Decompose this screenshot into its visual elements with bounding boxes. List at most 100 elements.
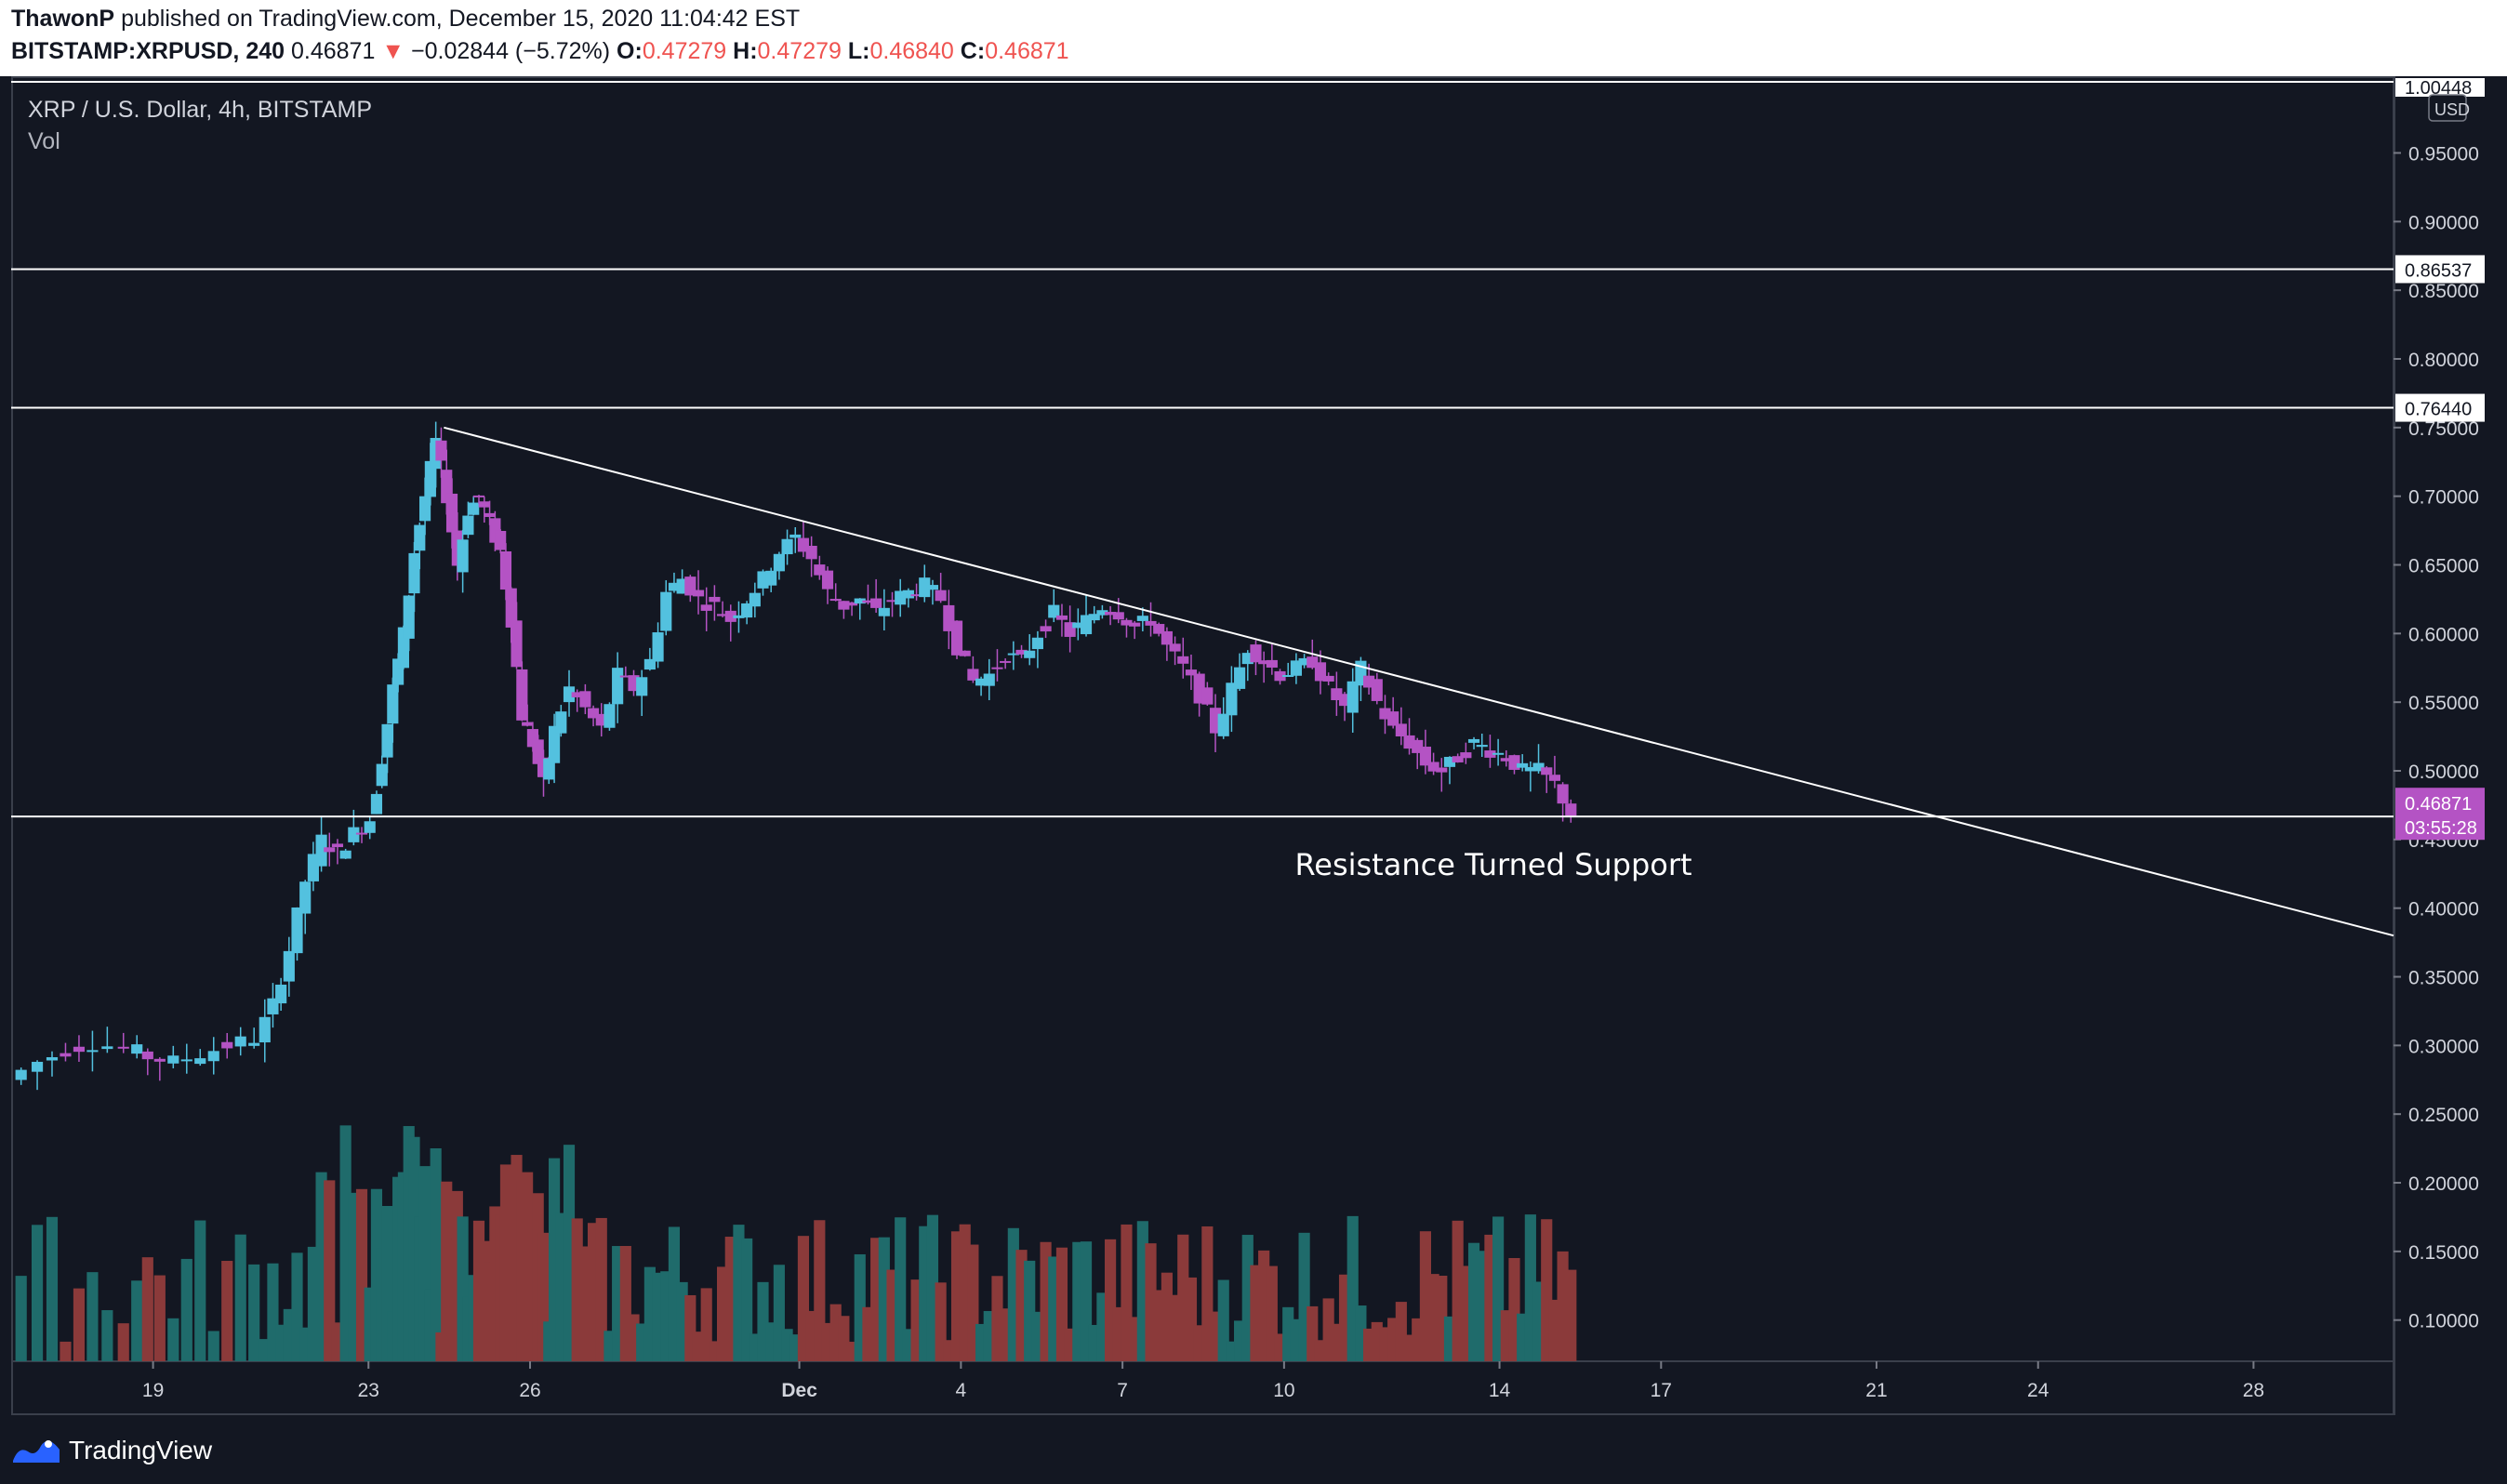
candle-body (724, 610, 736, 622)
candle-body (926, 585, 939, 590)
candle-body (700, 604, 712, 611)
y-tick-label: 0.35000 (2408, 968, 2479, 989)
candle-body (414, 524, 426, 551)
candle-body (141, 1051, 153, 1060)
candle-body (773, 553, 785, 572)
level-price-tag (2395, 393, 2485, 422)
change-arrow-icon: ▼ (381, 38, 405, 64)
candle-body (1161, 630, 1173, 645)
level-price-label: 0.76440 (2405, 400, 2472, 420)
candle-body (660, 591, 672, 631)
candle-body (1105, 612, 1117, 616)
candle-body (403, 595, 415, 639)
volume-bar (31, 1225, 44, 1361)
candle-body (1136, 616, 1148, 621)
candle-body (1346, 681, 1359, 713)
candle-body (1055, 615, 1068, 620)
candle-body (967, 669, 979, 681)
candle-body (1548, 775, 1560, 781)
volume-bar (46, 1216, 59, 1361)
volume-bar (194, 1220, 206, 1361)
y-tick-label: 0.60000 (2408, 624, 2479, 645)
volume-bar (167, 1318, 179, 1361)
y-tick-label: 0.30000 (2408, 1036, 2479, 1057)
tradingview-logo-icon[interactable] (11, 1437, 61, 1464)
candle-body (983, 673, 995, 686)
candle-body (854, 598, 866, 604)
candle-body (1541, 767, 1553, 775)
candle-body (749, 592, 761, 607)
candle-body (1476, 745, 1488, 748)
candle-body (418, 496, 431, 522)
candle-body (408, 552, 420, 594)
x-tick-label: 24 (2027, 1380, 2049, 1401)
author-name[interactable]: ThawonP (11, 6, 115, 32)
candle-body (619, 675, 631, 678)
close-value: 0.46871 (985, 38, 1069, 64)
publication-line: ThawonP published on TradingView.com, De… (11, 6, 800, 33)
candle-body (1129, 622, 1141, 627)
y-tick-label: 0.55000 (2408, 693, 2479, 714)
candle-body (1169, 643, 1181, 652)
candle-body (1112, 612, 1124, 620)
y-tick-label: 0.50000 (2408, 762, 2479, 783)
candle-body (886, 600, 898, 603)
volume-bar (60, 1341, 72, 1361)
candle-body (878, 607, 890, 616)
last-price-tag (2395, 788, 2485, 841)
volume-bar (141, 1257, 153, 1361)
candle-body (324, 847, 336, 853)
candle-body (1250, 644, 1262, 663)
x-tick-label: 7 (1117, 1380, 1128, 1401)
candle-body (612, 668, 624, 705)
x-tick-label: 21 (1865, 1380, 1887, 1401)
candle-body (604, 704, 616, 728)
candle-body (462, 515, 474, 536)
candle-body (73, 1046, 86, 1053)
candle-body (1500, 758, 1512, 762)
y-tick-label: 0.65000 (2408, 555, 2479, 576)
volume-bar (221, 1261, 233, 1361)
volume-bar (86, 1272, 99, 1361)
candle-body (1072, 622, 1084, 629)
candle-body (499, 551, 512, 590)
candle-body (652, 632, 664, 662)
candle-body (1048, 604, 1060, 618)
x-tick-label: 23 (358, 1380, 379, 1401)
candle-body (355, 832, 368, 835)
x-tick-label: 17 (1651, 1380, 1672, 1401)
candle-body (870, 598, 882, 608)
low-label: L: (847, 38, 870, 64)
candle-body (709, 596, 721, 603)
volume-bar (101, 1310, 113, 1361)
candle-body (1517, 762, 1529, 768)
candle-body (805, 545, 817, 560)
candle-body (495, 530, 507, 550)
candle-body (15, 1069, 27, 1080)
candle-body (692, 590, 705, 597)
candle-body (1040, 626, 1052, 632)
volume-legend: Vol (28, 128, 60, 154)
y-tick-label: 0.15000 (2408, 1242, 2479, 1264)
volume-bar (153, 1275, 166, 1361)
countdown-label: 03:55:28 (2405, 818, 2477, 839)
candle-body (1532, 762, 1545, 772)
candle-body (364, 821, 376, 833)
candle-body (1031, 637, 1043, 650)
candle-body (829, 599, 842, 602)
x-tick-label: 10 (1273, 1380, 1294, 1401)
candle-body (1145, 620, 1157, 626)
volume-bar (234, 1234, 246, 1361)
candle-body (1024, 650, 1036, 658)
candle-body (194, 1058, 206, 1065)
volume-bar (248, 1264, 260, 1361)
candle-body (862, 600, 874, 603)
candle-body (299, 881, 312, 914)
candle-body (167, 1055, 179, 1064)
candle-body (1436, 767, 1448, 773)
y-tick-label: 0.75000 (2408, 418, 2479, 440)
footer-brand[interactable]: TradingView (69, 1436, 213, 1464)
candle-body (153, 1058, 166, 1062)
candle-body (315, 834, 327, 867)
